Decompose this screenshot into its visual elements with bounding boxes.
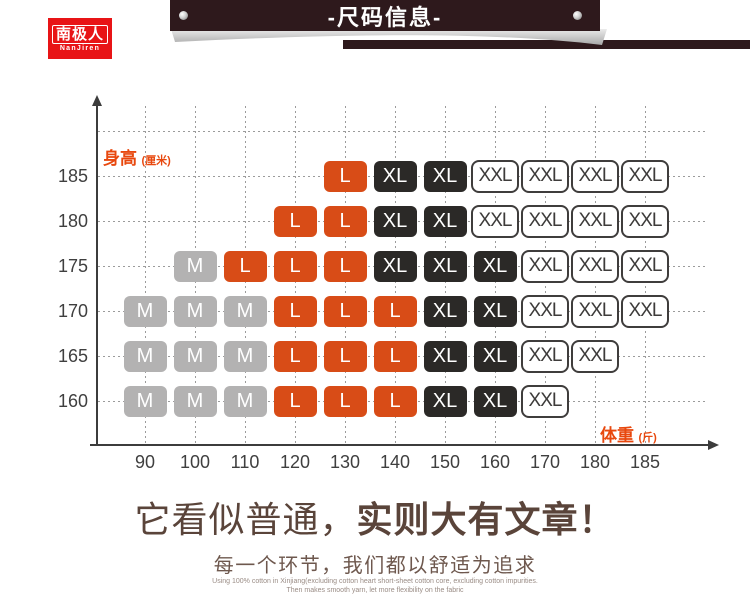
- size-cell: XXL: [521, 294, 569, 328]
- size-cell: XL: [373, 160, 417, 192]
- brand-name-cn: 南极人: [51, 24, 108, 45]
- size-cell: L: [373, 385, 417, 417]
- size-cell: M: [173, 340, 217, 372]
- size-cell: M: [123, 385, 167, 417]
- size-cell: L: [273, 250, 317, 282]
- size-cell: XXL: [521, 339, 569, 373]
- size-cell: XXL: [521, 204, 569, 238]
- size-cell: XXL: [571, 249, 619, 283]
- size-cell: L: [273, 340, 317, 372]
- size-cell: XL: [423, 250, 467, 282]
- axis-arrow-right-icon: [708, 440, 719, 450]
- screw-dot-icon: [179, 11, 188, 20]
- fine-print: Using 100% cotton in Xinjiang(excluding …: [0, 577, 750, 595]
- x-tick-label: 170: [529, 452, 561, 472]
- x-tick-label: 140: [379, 452, 411, 472]
- size-cell: XL: [473, 295, 517, 327]
- size-cell: XXL: [571, 159, 619, 193]
- gridline-vertical: [145, 106, 146, 444]
- y-tick-label: 165: [57, 346, 88, 366]
- size-cell: XL: [373, 205, 417, 237]
- y-axis-line: [96, 106, 98, 446]
- size-cell: L: [323, 250, 367, 282]
- axis-arrow-up-icon: [92, 95, 102, 106]
- header-bar: [343, 40, 750, 49]
- brand-logo: 南极人 NanJiren: [48, 18, 112, 59]
- x-tick-label: 120: [279, 452, 311, 472]
- x-tick-label: 160: [479, 452, 511, 472]
- y-tick-label: 160: [57, 391, 88, 411]
- size-cell: L: [323, 340, 367, 372]
- size-cell: M: [223, 385, 267, 417]
- y-tick-label: 170: [57, 301, 88, 321]
- section-header-banner: -尺码信息-: [170, 0, 600, 31]
- size-cell: XXL: [571, 294, 619, 328]
- size-cell: XL: [373, 250, 417, 282]
- size-cell: M: [223, 340, 267, 372]
- size-cell: XXL: [521, 159, 569, 193]
- size-cell: XL: [423, 205, 467, 237]
- size-cell: L: [373, 295, 417, 327]
- size-cell: XXL: [571, 204, 619, 238]
- fine-print-line2: Then makes smooth yarn, let more flexibi…: [286, 587, 464, 595]
- size-cell: L: [273, 385, 317, 417]
- size-cell: XL: [423, 295, 467, 327]
- size-cell: L: [373, 340, 417, 372]
- y-tick-label: 180: [57, 211, 88, 231]
- x-tick-label: 90: [134, 452, 156, 472]
- x-tick-label: 180: [579, 452, 611, 472]
- x-tick-label: 185: [629, 452, 661, 472]
- size-cell: M: [173, 250, 217, 282]
- size-cell: XXL: [471, 204, 519, 238]
- banner-ribbon-shadow: [171, 29, 607, 45]
- size-cell: L: [323, 295, 367, 327]
- size-cell: XXL: [621, 159, 669, 193]
- y-tick-label: 185: [57, 166, 88, 186]
- size-cell: M: [173, 295, 217, 327]
- marketing-headline: 它看似普通，实则大有文章！: [0, 491, 750, 543]
- size-cell: L: [223, 250, 267, 282]
- headline-bold-part: 实则大有文章！: [356, 499, 616, 540]
- section-title: -尺码信息-: [327, 4, 443, 30]
- size-cell: XL: [423, 160, 467, 192]
- size-cell: M: [173, 385, 217, 417]
- size-cell: M: [223, 295, 267, 327]
- size-cell: XXL: [471, 159, 519, 193]
- x-axis-line: [90, 444, 709, 446]
- size-cell: XXL: [521, 249, 569, 283]
- brand-name-en: NanJiren: [59, 45, 101, 53]
- x-tick-label: 100: [179, 452, 211, 472]
- size-cell: XXL: [521, 384, 569, 418]
- size-cell: XXL: [621, 204, 669, 238]
- gridline-horizontal: [98, 131, 706, 132]
- size-cell: L: [323, 205, 367, 237]
- size-cell: XXL: [621, 294, 669, 328]
- size-cell: XXL: [621, 249, 669, 283]
- size-cell: XL: [473, 340, 517, 372]
- fine-print-line1: Using 100% cotton in Xinjiang(excluding …: [212, 578, 538, 585]
- size-cell: XL: [473, 250, 517, 282]
- x-axis-title: 体重 (斤): [600, 426, 657, 445]
- y-axis-title: 身高 (厘米): [103, 149, 171, 168]
- size-cell: M: [123, 340, 167, 372]
- size-cell: XL: [423, 385, 467, 417]
- size-cell: L: [273, 205, 317, 237]
- size-cell: XL: [423, 340, 467, 372]
- size-cell: XL: [473, 385, 517, 417]
- size-cell: XXL: [571, 339, 619, 373]
- size-cell: L: [273, 295, 317, 327]
- size-cell: L: [323, 160, 367, 192]
- screw-dot-icon: [573, 11, 582, 20]
- y-tick-label: 175: [57, 256, 88, 276]
- x-tick-label: 150: [429, 452, 461, 472]
- headline-light-part: 它看似普通，: [134, 499, 357, 540]
- marketing-subline: 每一个环节，我们都以舒适为追求: [213, 555, 537, 577]
- size-cell: M: [123, 295, 167, 327]
- size-cell: L: [323, 385, 367, 417]
- x-tick-label: 110: [230, 452, 260, 472]
- x-tick-label: 130: [329, 452, 361, 472]
